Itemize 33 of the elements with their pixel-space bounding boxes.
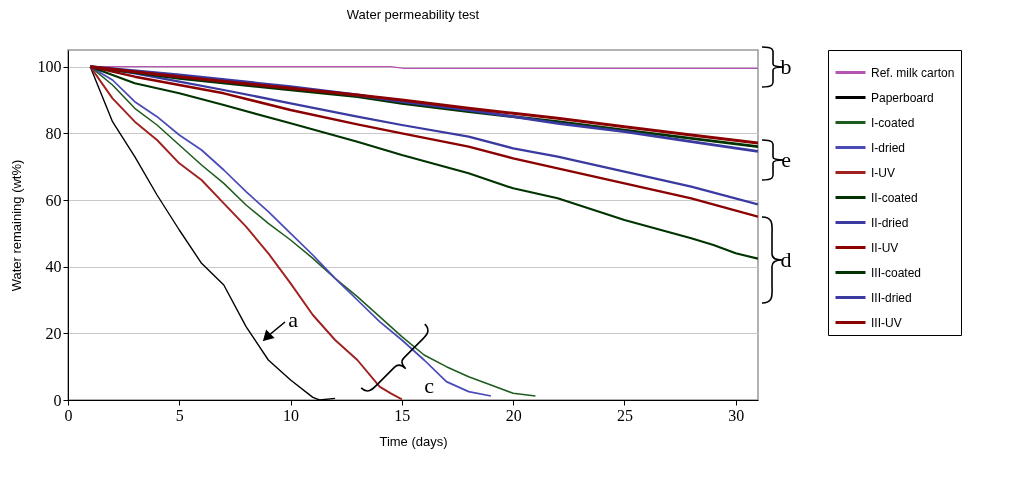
y-tick-label: 100 [37, 58, 62, 76]
line-series [89, 65, 403, 400]
y-axis-title: Water remaining (wt%) [8, 159, 24, 292]
legend-label: I-dried [871, 140, 906, 155]
chart-title: Water permeability test [346, 6, 480, 22]
annotation: c [424, 373, 435, 398]
y-tick-label: 80 [45, 124, 62, 142]
text: d [780, 247, 792, 272]
x-tick-label: 30 [728, 406, 745, 424]
legend-label: Paperboard [871, 90, 934, 105]
x-tick-label: 0 [64, 406, 73, 424]
x-tick-label: 20 [505, 406, 522, 424]
text: b [780, 54, 792, 79]
x-tick-label: 10 [283, 406, 300, 424]
legend-label: Ref. milk carton [871, 65, 955, 80]
y-tick-label: 0 [53, 391, 62, 409]
y-tick-label: 40 [45, 258, 62, 276]
y-tick-label: 20 [45, 324, 62, 342]
text: e [781, 147, 791, 172]
legend-label: II-dried [871, 215, 909, 230]
y-tick-label: 60 [45, 191, 62, 209]
x-tick-label: 25 [616, 406, 633, 424]
legend-label: III-UV [871, 315, 902, 330]
legend-label: I-coated [871, 115, 915, 130]
annotation: a [288, 307, 299, 332]
legend-label: III-coated [871, 265, 922, 280]
x-tick-label: 5 [175, 406, 184, 424]
legend-label: III-dried [871, 290, 912, 305]
legend-label: II-UV [871, 240, 899, 255]
x-tick-label: 15 [394, 406, 411, 424]
x-axis-title: Time (days) [379, 433, 448, 449]
legend-label: II-coated [871, 190, 918, 205]
legend-label: I-UV [871, 165, 895, 180]
